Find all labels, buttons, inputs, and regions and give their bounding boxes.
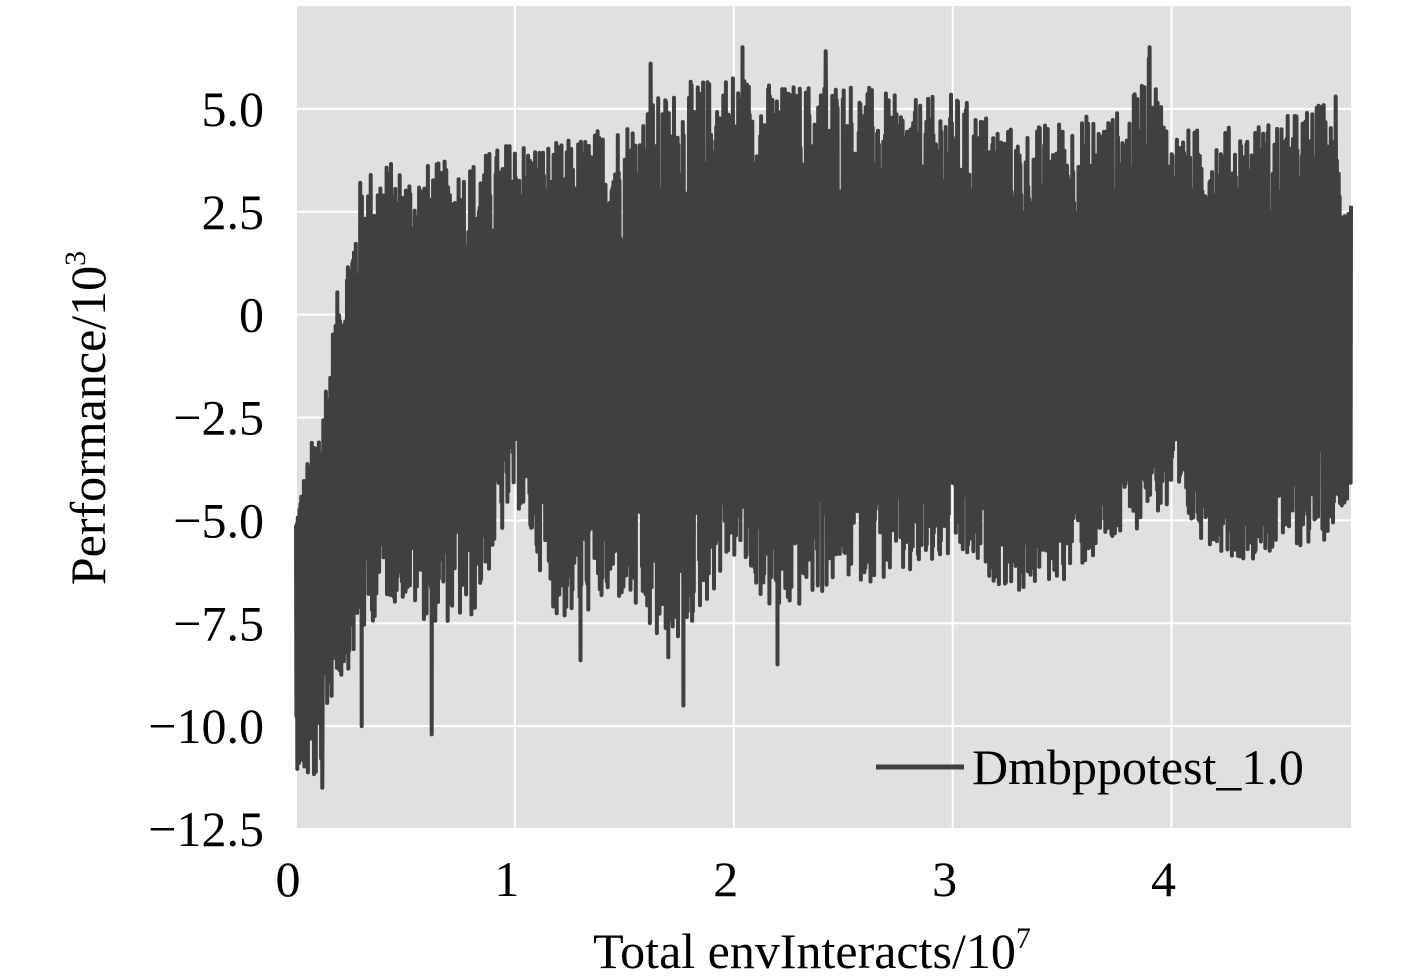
x-tick-labels: 0 1 2 3 4: [276, 851, 1177, 907]
x-axis-title: Total envInteracts/107: [593, 922, 1031, 976]
y-axis-title: Performance/103: [59, 251, 116, 585]
y-tick-label: 5.0: [202, 81, 265, 137]
y-tick-label: −12.5: [148, 801, 264, 857]
y-tick-label: −5.0: [173, 492, 264, 548]
x-tick-label: 1: [494, 851, 519, 907]
legend-label: Dmbppotest_1.0: [972, 739, 1304, 795]
y-tick-label: −7.5: [173, 595, 264, 651]
x-tick-label: 0: [276, 851, 301, 907]
x-tick-label: 3: [932, 851, 957, 907]
x-tick-label: 4: [1151, 851, 1176, 907]
series-line-path: [294, 45, 1353, 790]
y-tick-label: −2.5: [173, 390, 264, 446]
y-tick-label: −10.0: [148, 698, 264, 754]
x-tick-label: 2: [713, 851, 738, 907]
y-tick-labels: 5.0 2.5 0 −2.5 −5.0 −7.5 −10.0 −12.5: [148, 81, 264, 857]
legend: Dmbppotest_1.0: [876, 739, 1304, 795]
series-line-dmbppotest: [294, 45, 1353, 790]
y-tick-label: 0: [239, 287, 264, 343]
y-tick-label: 2.5: [202, 184, 265, 240]
